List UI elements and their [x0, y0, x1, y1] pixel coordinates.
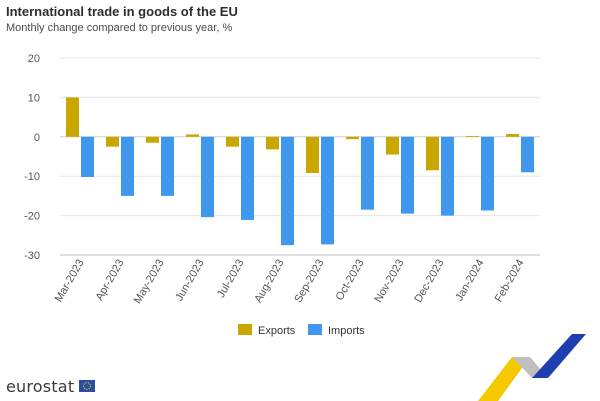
bar-exports-jul-2023[interactable] [226, 136, 239, 147]
bar-exports-mar-2023[interactable] [66, 97, 79, 137]
bar-imports-sep-2023[interactable] [321, 136, 334, 245]
eu-flag-icon [79, 380, 95, 392]
bars [66, 97, 534, 246]
bar-exports-nov-2023[interactable] [386, 136, 399, 155]
bar-exports-feb-2024[interactable] [506, 134, 519, 137]
bar-exports-apr-2023[interactable] [106, 136, 119, 147]
x-tick-label: Apr-2023 [94, 258, 127, 303]
y-tick-label: 10 [28, 92, 40, 104]
bar-imports-jan-2024[interactable] [481, 136, 494, 211]
bar-imports-dec-2023[interactable] [441, 136, 454, 216]
chart-title: International trade in goods of the EU [6, 4, 238, 19]
legend-label-exports[interactable]: Exports [258, 325, 296, 337]
chart-subtitle: Monthly change compared to previous year… [6, 22, 233, 34]
bar-exports-dec-2023[interactable] [426, 136, 439, 171]
grid-layer [60, 57, 540, 256]
bar-imports-aug-2023[interactable] [281, 136, 294, 246]
x-tick-label: Oct-2023 [334, 258, 367, 303]
x-tick-label: Jul-2023 [215, 258, 246, 301]
bar-imports-nov-2023[interactable] [401, 136, 414, 214]
x-tick-label: Nov-2023 [372, 258, 406, 305]
x-tick-label: Mar-2023 [53, 258, 87, 305]
eurostat-logo: eurostat [6, 377, 95, 396]
x-tick-label: Jan-2024 [453, 258, 486, 304]
bar-exports-oct-2023[interactable] [346, 136, 359, 140]
bar-exports-sep-2023[interactable] [306, 136, 319, 174]
x-tick-label: Jun-2023 [173, 258, 206, 304]
x-tick-label: Sep-2023 [292, 258, 326, 305]
bar-imports-jun-2023[interactable] [201, 136, 214, 218]
eu-flag-stars-icon [83, 382, 91, 390]
bar-exports-may-2023[interactable] [146, 136, 159, 143]
y-tick-label: -20 [24, 211, 40, 223]
y-tick-label: 0 [34, 132, 40, 144]
bar-imports-feb-2024[interactable] [521, 136, 534, 173]
bar-imports-jul-2023[interactable] [241, 136, 254, 220]
x-tick-label: Feb-2024 [493, 258, 527, 305]
y-tick-label: 20 [28, 53, 40, 65]
ribbon-blue-icon [532, 334, 586, 378]
bar-imports-may-2023[interactable] [161, 136, 174, 196]
legend-label-imports[interactable]: Imports [328, 325, 365, 337]
x-tick-label: May-2023 [132, 258, 167, 306]
bar-exports-jun-2023[interactable] [186, 134, 199, 137]
bar-exports-aug-2023[interactable] [266, 136, 279, 150]
bar-imports-mar-2023[interactable] [81, 136, 94, 177]
x-tick-label: Dec-2023 [412, 258, 446, 305]
ribbon-yellow-icon [478, 357, 530, 401]
brand-ribbon-icon [478, 334, 586, 401]
legend: Exports Imports [238, 324, 365, 337]
bar-exports-jan-2024[interactable] [466, 136, 479, 137]
logo-text: eurostat [6, 377, 74, 396]
legend-swatch-imports[interactable] [308, 324, 322, 335]
x-axis: Mar-2023 Apr-2023 May-2023 Jun-2023 Jul-2023… [53, 258, 527, 306]
y-tick-label: -30 [24, 250, 40, 262]
x-tick-label: Aug-2023 [252, 258, 286, 305]
y-axis: -30 -20 -10 0 10 20 [24, 53, 40, 262]
legend-swatch-exports[interactable] [238, 324, 252, 335]
bar-imports-apr-2023[interactable] [121, 136, 134, 196]
bar-imports-oct-2023[interactable] [361, 136, 374, 210]
y-tick-label: -10 [24, 171, 40, 183]
